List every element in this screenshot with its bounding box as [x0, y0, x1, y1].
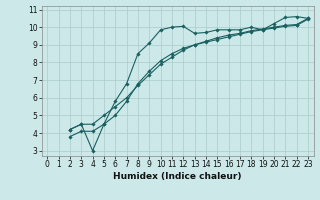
X-axis label: Humidex (Indice chaleur): Humidex (Indice chaleur) — [113, 172, 242, 181]
